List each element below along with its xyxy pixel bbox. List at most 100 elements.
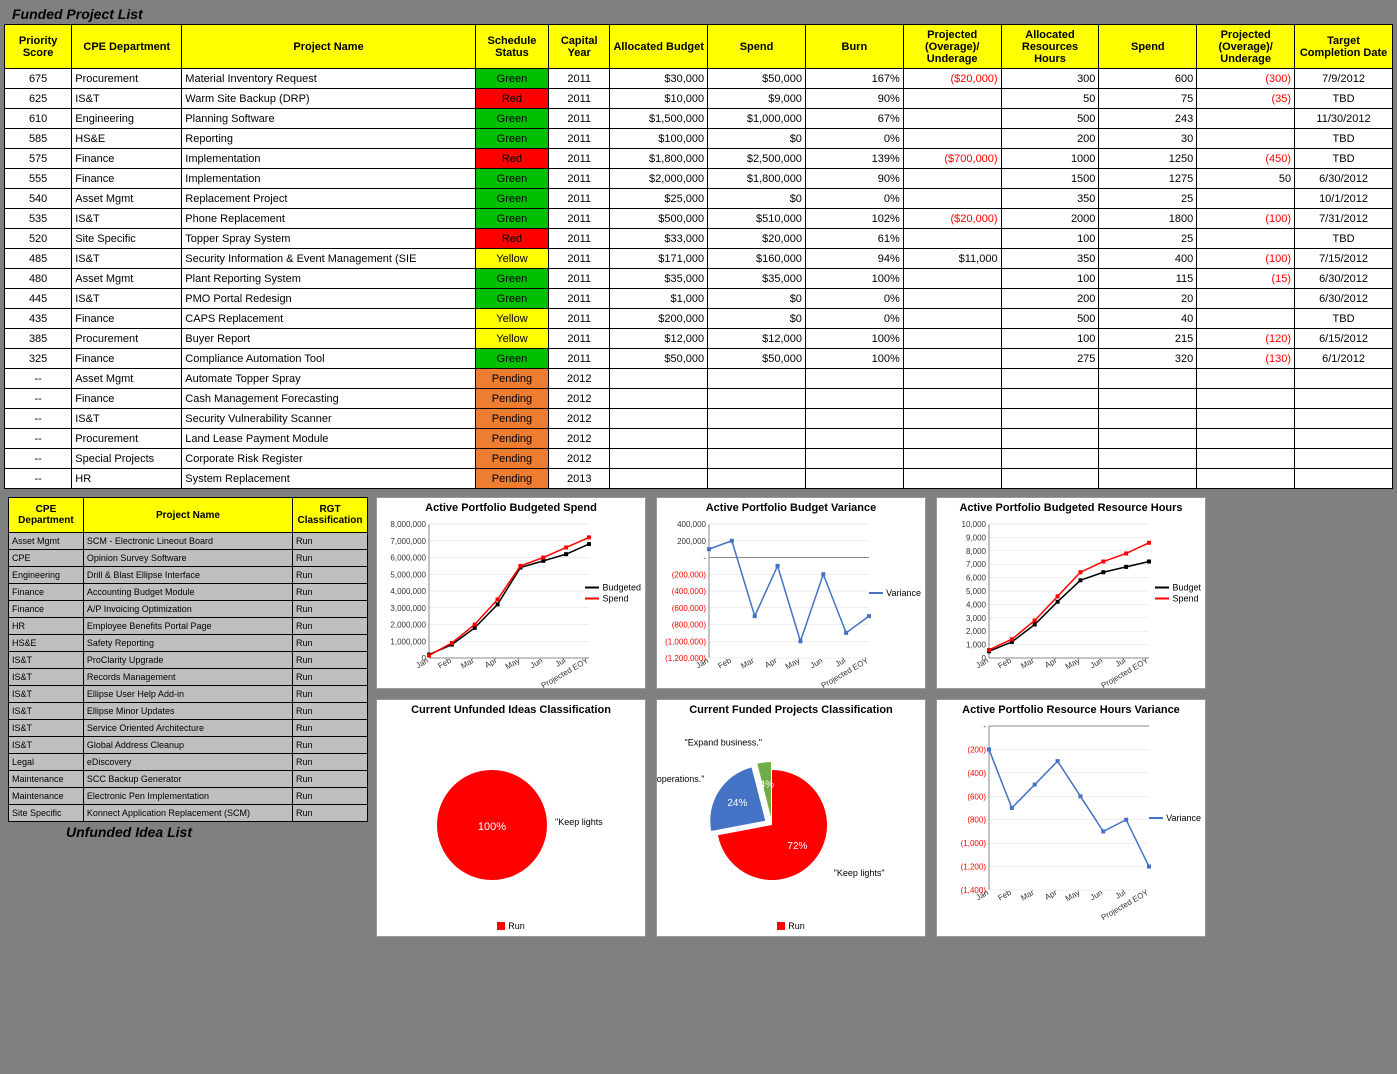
svg-text:Jan: Jan — [414, 656, 430, 670]
table-row: IS&TService Oriented ArchitectureRun — [9, 720, 368, 737]
svg-text:6,000,000: 6,000,000 — [390, 554, 426, 563]
table-row: 575FinanceImplementationRed2011$1,800,00… — [5, 149, 1393, 169]
table-row: HS&ESafety ReportingRun — [9, 635, 368, 652]
table-row: IS&TGlobal Address CleanupRun — [9, 737, 368, 754]
svg-text:(200,000): (200,000) — [672, 570, 707, 579]
svg-text:2,000,000: 2,000,000 — [390, 621, 426, 630]
svg-text:4%: 4% — [760, 779, 775, 790]
table-row: IS&TRecords ManagementRun — [9, 669, 368, 686]
svg-text:9,000: 9,000 — [966, 533, 987, 542]
funded-header: CPE Department — [72, 25, 182, 69]
svg-text:"Improve operations.": "Improve operations." — [657, 774, 704, 784]
table-row: IS&TEllipse Minor UpdatesRun — [9, 703, 368, 720]
svg-text:(600,000): (600,000) — [672, 604, 707, 613]
unfunded-header: RGT Classification — [293, 498, 368, 533]
svg-text:(600): (600) — [967, 792, 986, 801]
svg-text:-: - — [983, 722, 986, 731]
funded-header: Priority Score — [5, 25, 72, 69]
table-row: --Special ProjectsCorporate Risk Registe… — [5, 449, 1393, 469]
funded-header: Projected (Overage)/ Underage — [1197, 25, 1295, 69]
unfunded-table: CPE DepartmentProject NameRGT Classifica… — [8, 497, 368, 822]
funded-table: Priority ScoreCPE DepartmentProject Name… — [4, 24, 1393, 489]
table-row: CPEOpinion Survey SoftwareRun — [9, 550, 368, 567]
table-row: IS&TProClarity UpgradeRun — [9, 652, 368, 669]
table-row: MaintenanceElectronic Pen Implementation… — [9, 788, 368, 805]
svg-text:7,000: 7,000 — [966, 560, 987, 569]
svg-text:"Expand business.": "Expand business." — [685, 738, 762, 748]
table-row: 480Asset MgmtPlant Reporting SystemGreen… — [5, 269, 1393, 289]
table-row: 325FinanceCompliance Automation ToolGree… — [5, 349, 1393, 369]
funded-title: Funded Project List — [4, 4, 1393, 24]
svg-text:(1,000,000): (1,000,000) — [665, 637, 706, 646]
svg-text:(800,000): (800,000) — [672, 621, 707, 630]
table-row: 385ProcurementBuyer ReportYellow2011$12,… — [5, 329, 1393, 349]
funded-header: Schedule Status — [475, 25, 548, 69]
table-row: 485IS&TSecurity Information & Event Mana… — [5, 249, 1393, 269]
svg-text:Jan: Jan — [974, 656, 990, 670]
svg-text:-: - — [703, 554, 706, 563]
svg-text:(1,200): (1,200) — [961, 863, 987, 872]
svg-text:4,000: 4,000 — [966, 600, 987, 609]
funded-header: Project Name — [182, 25, 475, 69]
funded-header: Capital Year — [549, 25, 610, 69]
svg-text:8,000,000: 8,000,000 — [390, 520, 426, 529]
funded-header: Burn — [805, 25, 903, 69]
svg-text:7,000,000: 7,000,000 — [390, 537, 426, 546]
funded-header: Projected (Overage)/ Underage — [903, 25, 1001, 69]
svg-text:5,000,000: 5,000,000 — [390, 570, 426, 579]
svg-text:1,000,000: 1,000,000 — [390, 637, 426, 646]
svg-text:5,000: 5,000 — [966, 587, 987, 596]
table-row: FinanceAccounting Budget ModuleRun — [9, 584, 368, 601]
funded-header: Target Completion Date — [1295, 25, 1393, 69]
svg-text:(1,000): (1,000) — [961, 839, 987, 848]
svg-text:4,000,000: 4,000,000 — [390, 587, 426, 596]
table-row: 445IS&TPMO Portal RedesignGreen2011$1,00… — [5, 289, 1393, 309]
table-row: MaintenanceSCC Backup GeneratorRun — [9, 771, 368, 788]
funded-header: Spend — [708, 25, 806, 69]
funded-header: Allocated Budget — [610, 25, 708, 69]
svg-text:(200): (200) — [967, 745, 986, 754]
chart: Active Portfolio Budgeted Resource Hours… — [936, 497, 1206, 689]
svg-text:1,000: 1,000 — [966, 641, 987, 650]
chart: Current Unfunded Ideas Classification100… — [376, 699, 646, 937]
table-row: FinanceA/P Invoicing OptimizationRun — [9, 601, 368, 618]
svg-text:200,000: 200,000 — [677, 537, 706, 546]
table-row: 435FinanceCAPS ReplacementYellow2011$200… — [5, 309, 1393, 329]
svg-text:8,000: 8,000 — [966, 547, 987, 556]
table-row: 585HS&EReportingGreen2011$100,000$00%200… — [5, 129, 1393, 149]
svg-text:72%: 72% — [787, 841, 807, 852]
table-row: 610EngineeringPlanning SoftwareGreen2011… — [5, 109, 1393, 129]
svg-text:"Keep lights: "Keep lights — [555, 817, 603, 827]
table-row: Site SpecificKonnect Application Replace… — [9, 805, 368, 822]
table-row: HREmployee Benefits Portal PageRun — [9, 618, 368, 635]
table-row: EngineeringDrill & Blast Ellipse Interfa… — [9, 567, 368, 584]
unfunded-header: CPE Department — [9, 498, 84, 533]
table-row: --HRSystem ReplacementPending2013 — [5, 469, 1393, 489]
chart: Active Portfolio Resource Hours Variance… — [936, 699, 1206, 937]
table-row: IS&TEllipse User Help Add-inRun — [9, 686, 368, 703]
svg-text:(800): (800) — [967, 816, 986, 825]
table-row: --FinanceCash Management ForecastingPend… — [5, 389, 1393, 409]
table-row: 555FinanceImplementationGreen2011$2,000,… — [5, 169, 1393, 189]
table-row: --IS&TSecurity Vulnerability ScannerPend… — [5, 409, 1393, 429]
table-row: --Asset MgmtAutomate Topper SprayPending… — [5, 369, 1393, 389]
svg-text:(400,000): (400,000) — [672, 587, 707, 596]
svg-text:(400): (400) — [967, 769, 986, 778]
funded-header: Allocated Resources Hours — [1001, 25, 1099, 69]
table-row: 520Site SpecificTopper Spray SystemRed20… — [5, 229, 1393, 249]
svg-text:6,000: 6,000 — [966, 574, 987, 583]
svg-text:3,000,000: 3,000,000 — [390, 604, 426, 613]
unfunded-title: Unfunded Idea List — [58, 822, 368, 842]
table-row: Asset MgmtSCM - Electronic Lineout Board… — [9, 533, 368, 550]
chart: Active Portfolio Budget Variance(1,200,0… — [656, 497, 926, 689]
table-row: 535IS&TPhone ReplacementGreen2011$500,00… — [5, 209, 1393, 229]
svg-text:400,000: 400,000 — [677, 520, 706, 529]
table-row: 540Asset MgmtReplacement ProjectGreen201… — [5, 189, 1393, 209]
unfunded-header: Project Name — [83, 498, 292, 533]
svg-text:100%: 100% — [478, 821, 506, 833]
svg-text:10,000: 10,000 — [962, 520, 987, 529]
table-row: LegaleDiscoveryRun — [9, 754, 368, 771]
svg-text:3,000: 3,000 — [966, 614, 987, 623]
svg-text:24%: 24% — [727, 798, 747, 809]
funded-header: Spend — [1099, 25, 1197, 69]
